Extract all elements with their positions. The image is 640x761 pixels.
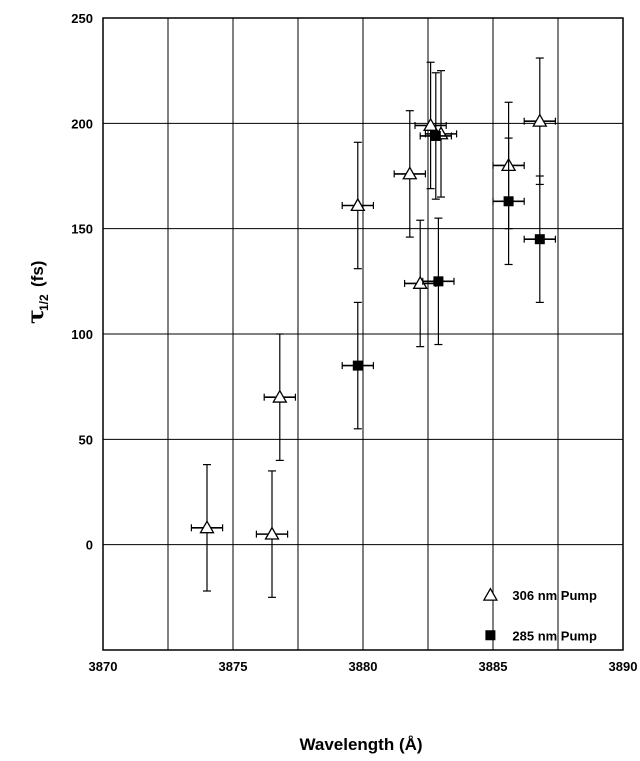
- y-tick-label: 200: [71, 116, 93, 131]
- x-tick-label: 3880: [349, 659, 378, 674]
- x-axis-title: Wavelength (Å): [299, 735, 422, 754]
- series-285nm: [341, 72, 557, 430]
- legend-label-306nm: 306 nm Pump: [512, 588, 597, 603]
- x-axis-ticks: 3870 3875 3880 3885 3890: [89, 659, 638, 674]
- data-point-triangle: [532, 113, 548, 127]
- x-tick-label: 3890: [609, 659, 638, 674]
- legend-label-285nm: 285 nm Pump: [512, 628, 597, 643]
- legend: 306 nm Pump 285 nm Pump: [482, 587, 597, 643]
- y-axis-ticks: 0 50 100 150 200 250: [71, 11, 93, 553]
- data-point-triangle: [402, 166, 418, 180]
- data-point-square: [503, 196, 514, 207]
- legend-marker-triangle: [482, 587, 499, 601]
- data-point-triangle: [272, 389, 288, 403]
- plot-frame: [102, 17, 624, 651]
- data-point-triangle: [199, 520, 215, 534]
- x-tick-label: 3870: [89, 659, 118, 674]
- y-tick-label: 250: [71, 11, 93, 26]
- y-tick-label: 150: [71, 222, 93, 237]
- y-axis-title-unit: (fs): [28, 261, 47, 287]
- series-306nm: [190, 57, 557, 598]
- legend-item-285nm: 285 nm Pump: [485, 628, 597, 643]
- data-point-triangle: [350, 197, 366, 212]
- y-tick-label: 100: [71, 327, 93, 342]
- data-point-square: [433, 276, 444, 287]
- legend-marker-square: [485, 630, 496, 641]
- grid-lines: [103, 18, 623, 650]
- data-point-triangle: [264, 526, 280, 540]
- data-point-square: [534, 234, 545, 245]
- data-marks: [190, 57, 557, 598]
- y-tick-label: 50: [79, 432, 93, 447]
- y-axis-title: τ 1/2 (fs): [23, 261, 51, 324]
- y-axis-title-subscript: 1/2: [37, 294, 51, 311]
- y-axis-title-symbol: τ: [23, 309, 49, 324]
- data-point-square: [352, 360, 363, 371]
- data-point-triangle: [412, 275, 428, 289]
- x-tick-label: 3885: [479, 659, 508, 674]
- data-point-square: [430, 130, 441, 141]
- y-tick-label: 0: [86, 538, 93, 553]
- x-tick-label: 3875: [219, 659, 248, 674]
- legend-item-306nm: 306 nm Pump: [482, 587, 597, 603]
- data-point-triangle: [422, 117, 439, 131]
